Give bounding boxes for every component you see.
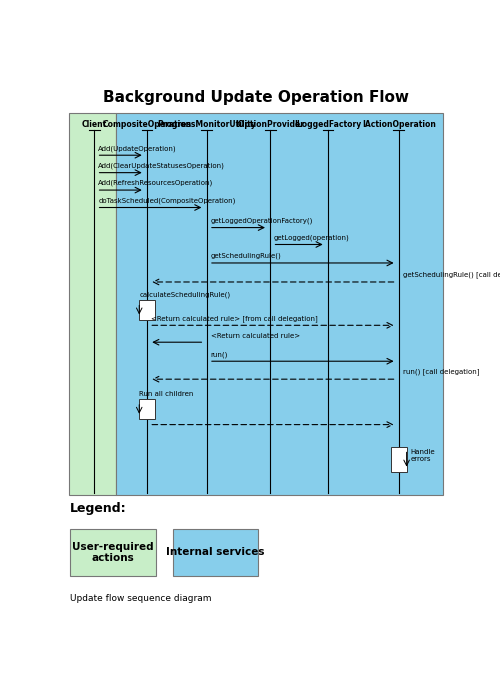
Text: User-required
actions: User-required actions (72, 542, 154, 563)
Text: Add(RefreshResourcesOperation): Add(RefreshResourcesOperation) (98, 180, 214, 187)
Bar (139, 300, 154, 320)
Text: getLogged(operation): getLogged(operation) (274, 235, 350, 241)
Text: Client: Client (82, 120, 107, 130)
Text: getSchedulingRule(): getSchedulingRule() (210, 252, 282, 259)
Text: Background Update Operation Flow: Background Update Operation Flow (104, 90, 409, 104)
Text: ILoggedFactory: ILoggedFactory (294, 120, 362, 130)
Text: Add(ClearUpdateStatusesOperation): Add(ClearUpdateStatusesOperation) (98, 163, 225, 169)
Text: doTaskScheduled(CompositeOperation): doTaskScheduled(CompositeOperation) (98, 198, 235, 204)
Text: Internal services: Internal services (166, 547, 265, 558)
Bar (391, 447, 406, 472)
Text: run(): run() (210, 351, 228, 357)
Text: ProgressMonitorUtility: ProgressMonitorUtility (158, 120, 256, 130)
Text: <Return calculated rule> [from call delegation]: <Return calculated rule> [from call dele… (151, 315, 318, 322)
Text: getLoggedOperationFactory(): getLoggedOperationFactory() (210, 217, 313, 224)
Text: getSchedulingRule() [call delegation]: getSchedulingRule() [call delegation] (402, 272, 500, 279)
Bar (70, 113, 116, 495)
Text: Legend:: Legend: (70, 502, 127, 515)
Text: Run all children: Run all children (139, 391, 194, 397)
Text: run() [call delegation]: run() [call delegation] (402, 369, 479, 375)
Text: IActionOperation: IActionOperation (362, 120, 436, 130)
Text: calculateSchedulingRule(): calculateSchedulingRule() (139, 292, 230, 298)
Bar (139, 399, 154, 419)
Text: Add(UpdateOperation): Add(UpdateOperation) (98, 145, 177, 152)
Bar (173, 529, 258, 576)
Text: CompositeOperation: CompositeOperation (102, 120, 192, 130)
Text: <Return calculated rule>: <Return calculated rule> (210, 333, 300, 338)
Text: Handle
errors: Handle errors (410, 449, 435, 462)
Text: IOptionProvider: IOptionProvider (236, 120, 304, 130)
Bar (70, 529, 156, 576)
Text: Update flow sequence diagram: Update flow sequence diagram (70, 595, 212, 604)
Bar (116, 113, 443, 495)
